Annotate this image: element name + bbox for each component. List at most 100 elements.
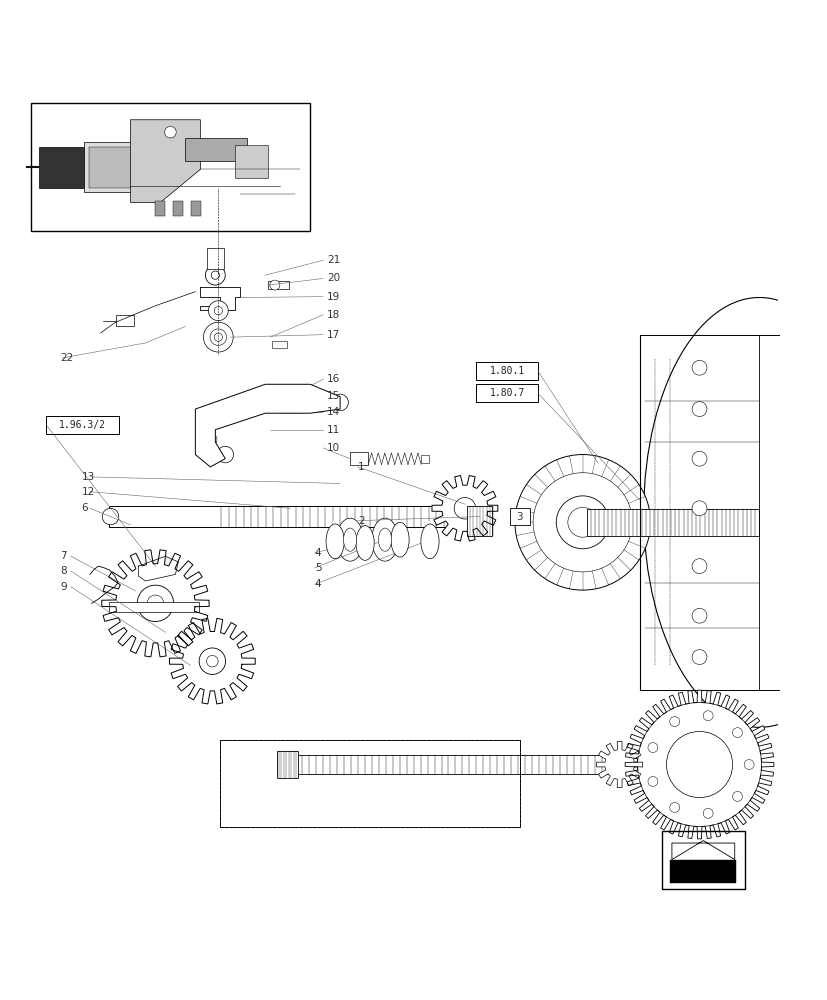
Bar [39,147,84,188]
Bar [661,831,743,889]
Text: 9: 9 [60,582,67,592]
Ellipse shape [390,522,409,557]
Bar [207,248,223,269]
Bar [155,201,165,216]
Polygon shape [131,120,200,202]
Ellipse shape [337,518,363,561]
Circle shape [198,648,225,674]
Circle shape [208,301,228,321]
Circle shape [743,760,753,769]
Text: 1.80.7: 1.80.7 [489,388,524,398]
Circle shape [255,388,275,408]
Bar [295,755,636,774]
Circle shape [147,595,164,612]
Bar [31,103,310,231]
Circle shape [702,808,712,818]
Text: 15: 15 [327,391,340,401]
Ellipse shape [371,518,398,561]
Bar [332,521,337,526]
Circle shape [217,446,233,463]
Circle shape [732,791,742,801]
Ellipse shape [420,524,438,559]
Circle shape [691,650,706,664]
Circle shape [186,149,194,157]
Circle shape [556,496,609,549]
Circle shape [270,280,280,290]
Bar [84,142,142,192]
Circle shape [454,498,475,519]
Circle shape [691,559,706,574]
Text: 1.80.1: 1.80.1 [489,366,524,376]
Text: 7: 7 [60,551,67,561]
Circle shape [691,451,706,466]
Text: 19: 19 [327,292,340,302]
Circle shape [666,731,732,798]
Ellipse shape [326,524,344,559]
Text: 6: 6 [82,503,88,513]
Bar [88,147,138,188]
Text: 11: 11 [327,425,340,435]
Circle shape [691,608,706,623]
Bar [397,520,402,525]
Circle shape [702,711,712,721]
Circle shape [214,333,222,341]
Bar [235,145,268,178]
Bar [185,138,247,161]
Polygon shape [624,690,773,839]
Polygon shape [170,618,255,704]
Text: 4: 4 [314,579,321,589]
Circle shape [203,322,233,352]
Bar [220,740,519,827]
Circle shape [669,717,679,727]
Text: 1: 1 [357,462,364,472]
Polygon shape [195,384,340,467]
Circle shape [648,743,657,753]
Circle shape [669,803,679,812]
Bar [467,506,492,536]
Bar [476,362,538,380]
Circle shape [211,271,219,279]
Circle shape [102,508,118,525]
Bar [421,455,429,463]
Ellipse shape [343,528,356,551]
Polygon shape [200,287,240,310]
Circle shape [514,455,650,590]
Text: 4: 4 [314,548,321,558]
Bar [115,315,133,326]
Polygon shape [671,841,734,860]
Text: 14: 14 [327,407,340,417]
Text: 8: 8 [60,566,67,576]
Bar [476,384,538,402]
Bar [350,452,368,465]
Circle shape [203,433,217,446]
Text: 20: 20 [327,273,340,283]
Circle shape [691,402,706,417]
Bar [191,201,201,216]
Text: 3: 3 [516,512,523,522]
Circle shape [210,329,227,345]
Bar [108,506,485,527]
Bar [586,509,758,536]
Polygon shape [138,556,178,581]
Polygon shape [432,476,497,541]
Bar [108,602,199,612]
Circle shape [637,703,761,827]
Text: 1.96.3/2: 1.96.3/2 [59,420,106,430]
Bar [268,281,289,289]
Ellipse shape [378,528,391,551]
Bar [46,416,119,434]
Circle shape [567,507,597,537]
Bar [427,521,432,526]
Circle shape [137,585,174,622]
Text: 22: 22 [60,353,74,363]
Bar [173,201,183,216]
Polygon shape [596,741,642,788]
Circle shape [732,728,742,738]
Text: 13: 13 [82,472,95,482]
Text: 12: 12 [82,487,95,497]
Bar [362,523,367,528]
Text: 5: 5 [314,563,321,573]
Circle shape [648,777,657,786]
Text: 21: 21 [327,255,340,265]
Text: 10: 10 [327,443,340,453]
